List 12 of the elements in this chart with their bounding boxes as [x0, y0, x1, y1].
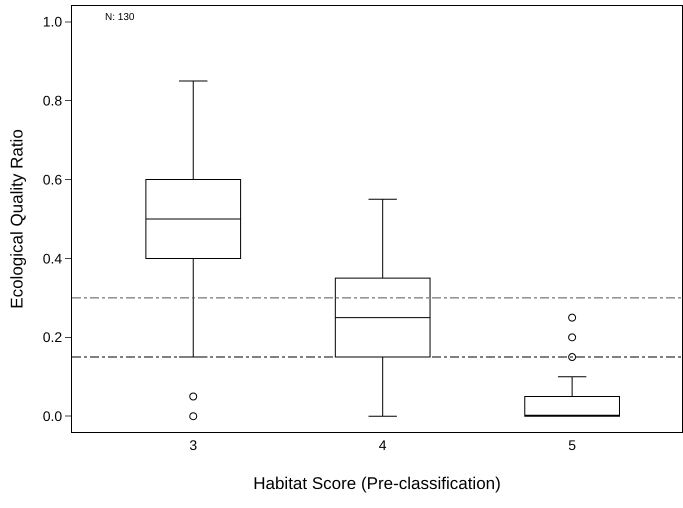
- y-tick-label: 0.2: [42, 329, 62, 346]
- y-tick-label: 1.0: [42, 14, 62, 30]
- annotation: N: 130: [105, 12, 135, 23]
- x-tick-label: 5: [568, 436, 576, 453]
- x-tick-label: 4: [378, 436, 387, 453]
- x-tick-label: 3: [189, 436, 198, 453]
- y-axis-title: Ecological Quality Ratio: [7, 129, 26, 309]
- y-tick-label: 0.0: [42, 408, 62, 424]
- x-axis-title: Habitat Score (Pre-classification): [253, 474, 501, 494]
- y-tick-label: 0.6: [42, 171, 62, 188]
- y-tick-label: 0.4: [42, 250, 62, 266]
- y-tick-label: 0.8: [42, 92, 62, 109]
